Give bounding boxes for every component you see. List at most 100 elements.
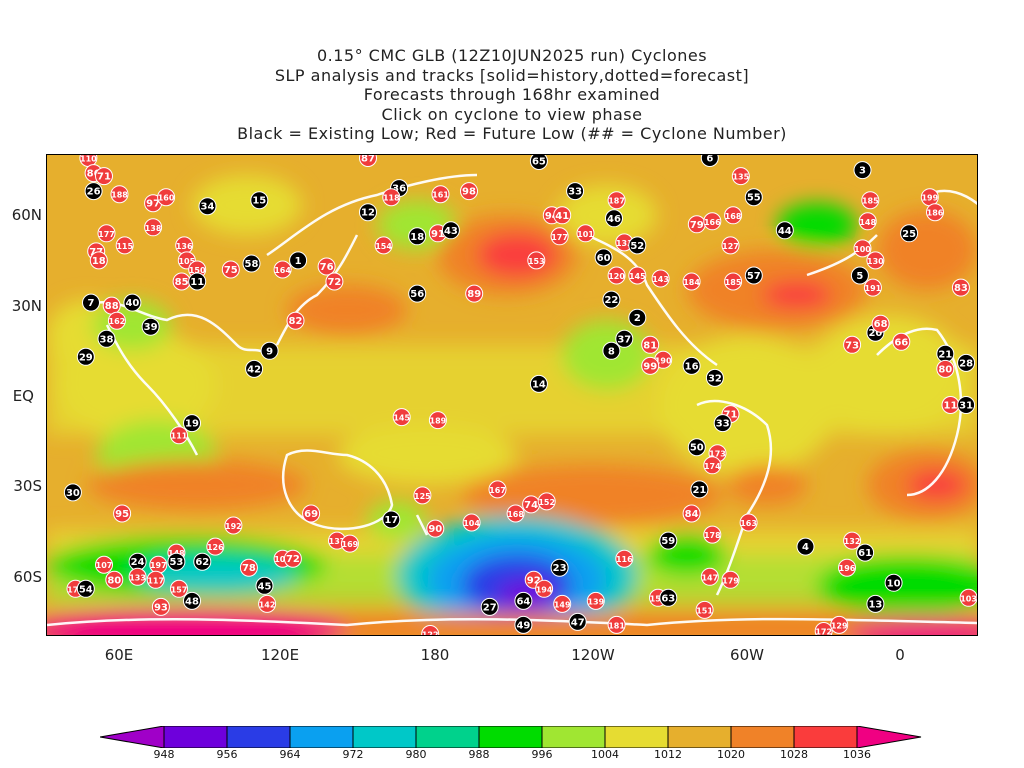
future-low-dot[interactable] — [858, 212, 877, 231]
future-low-dot[interactable] — [724, 206, 743, 225]
future-low-dot[interactable] — [607, 266, 626, 285]
future-low-dot[interactable] — [224, 516, 243, 535]
existing-low-dot[interactable] — [255, 576, 274, 595]
existing-low-dot[interactable] — [242, 254, 261, 273]
cyclone-marker[interactable]: 61 — [856, 543, 875, 562]
cyclone-marker[interactable]: 50 — [687, 438, 706, 457]
cyclone-marker[interactable]: 177 — [550, 227, 569, 246]
cyclone-marker[interactable]: 41 — [553, 206, 572, 225]
future-low-dot[interactable] — [115, 236, 134, 255]
future-low-dot[interactable] — [273, 260, 292, 279]
cyclone-marker[interactable]: 73 — [843, 335, 862, 354]
cyclone-marker[interactable]: 2 — [628, 308, 647, 327]
existing-low-dot[interactable] — [687, 438, 706, 457]
cyclone-marker[interactable]: 90 — [426, 519, 445, 538]
future-low-dot[interactable] — [682, 504, 701, 523]
cyclone-marker[interactable]: 80 — [936, 359, 955, 378]
cyclone-marker[interactable]: 27 — [480, 597, 499, 616]
cyclone-marker[interactable]: 18 — [408, 227, 427, 246]
cyclone-marker[interactable]: 152 — [537, 492, 556, 511]
existing-low-dot[interactable] — [514, 591, 533, 610]
future-low-dot[interactable] — [724, 272, 743, 291]
future-low-dot[interactable] — [460, 182, 478, 201]
cyclone-marker[interactable]: 188 — [110, 185, 129, 204]
cyclone-marker[interactable]: 98 — [460, 182, 478, 201]
future-low-dot[interactable] — [537, 492, 556, 511]
cyclone-marker[interactable]: 82 — [286, 311, 305, 330]
cyclone-marker[interactable]: 60 — [594, 248, 613, 267]
cyclone-marker[interactable]: 3 — [853, 161, 872, 180]
existing-low-dot[interactable] — [957, 353, 976, 372]
future-low-dot[interactable] — [239, 558, 258, 577]
future-low-dot[interactable] — [553, 594, 572, 613]
existing-low-dot[interactable] — [796, 537, 815, 556]
future-low-dot[interactable] — [170, 579, 188, 598]
future-low-dot[interactable] — [739, 513, 758, 532]
cyclone-marker[interactable]: 39 — [141, 317, 160, 336]
future-low-dot[interactable] — [926, 203, 944, 222]
cyclone-marker[interactable]: 181 — [607, 615, 626, 634]
existing-low-dot[interactable] — [605, 209, 623, 228]
future-low-dot[interactable] — [258, 594, 277, 613]
future-low-dot[interactable] — [703, 456, 722, 475]
slp-map[interactable]: 110 86 71 26 188 97 160 34 15 87 36 118 12 161 98 65 33 6… — [46, 154, 978, 636]
cyclone-marker[interactable]: 10 — [884, 573, 903, 592]
cyclone-marker[interactable]: 116 — [615, 549, 634, 568]
cyclone-marker[interactable]: 59 — [659, 531, 678, 550]
existing-low-dot[interactable] — [594, 248, 613, 267]
existing-low-dot[interactable] — [856, 543, 875, 562]
cyclone-marker[interactable]: 186 — [926, 203, 944, 222]
future-low-dot[interactable] — [615, 549, 634, 568]
cyclone-marker[interactable]: 143 — [651, 269, 670, 288]
cyclone-marker[interactable]: 56 — [408, 284, 427, 303]
cyclone-marker[interactable]: 117 — [146, 570, 165, 589]
cyclone-marker[interactable]: 132 — [843, 531, 862, 550]
cyclone-marker[interactable]: 142 — [258, 594, 277, 613]
cyclone-marker[interactable]: 154 — [374, 236, 393, 255]
cyclone-marker[interactable]: 76 — [317, 257, 336, 276]
existing-low-dot[interactable] — [514, 615, 533, 634]
cyclone-marker[interactable]: 118 — [382, 188, 401, 207]
cyclone-marker[interactable]: 13 — [866, 594, 885, 613]
cyclone-marker[interactable]: 64 — [514, 591, 533, 610]
cyclone-marker[interactable]: 14 — [529, 374, 548, 393]
cyclone-marker[interactable]: 87 — [359, 155, 377, 167]
cyclone-marker[interactable]: 55 — [744, 188, 763, 207]
cyclone-marker[interactable]: 79 — [687, 215, 706, 234]
future-low-dot[interactable] — [95, 555, 113, 574]
existing-low-dot[interactable] — [615, 329, 634, 348]
cyclone-marker[interactable]: 21 — [936, 344, 955, 363]
future-low-dot[interactable] — [325, 272, 344, 291]
future-low-dot[interactable] — [317, 257, 336, 276]
cyclone-marker[interactable]: 69 — [302, 504, 321, 523]
cyclone-marker[interactable]: 184 — [682, 272, 701, 291]
future-low-dot[interactable] — [170, 426, 188, 445]
cyclone-marker[interactable]: 157 — [170, 579, 188, 598]
cyclone-marker[interactable]: 18 — [89, 251, 108, 270]
cyclone-marker[interactable]: 135 — [731, 167, 750, 186]
future-low-dot[interactable] — [527, 251, 546, 270]
cyclone-marker[interactable]: 166 — [703, 212, 722, 231]
cyclone-marker[interactable]: 72 — [283, 549, 302, 568]
existing-low-dot[interactable] — [850, 266, 869, 285]
cyclone-marker[interactable]: 169 — [340, 534, 359, 553]
cyclone-marker[interactable]: 28 — [957, 353, 976, 372]
existing-low-dot[interactable] — [744, 188, 763, 207]
cyclone-marker[interactable]: 151 — [695, 600, 714, 619]
cyclone-marker[interactable]: 48 — [183, 591, 201, 610]
existing-low-dot[interactable] — [628, 308, 647, 327]
cyclone-marker[interactable]: 191 — [863, 278, 882, 297]
cyclone-marker[interactable]: 192 — [224, 516, 243, 535]
future-low-dot[interactable] — [413, 486, 432, 505]
future-low-dot[interactable] — [871, 314, 890, 333]
future-low-dot[interactable] — [286, 311, 305, 330]
future-low-dot[interactable] — [128, 567, 147, 586]
cyclone-marker[interactable]: 24 — [128, 552, 147, 571]
cyclone-marker[interactable]: 185 — [861, 191, 880, 210]
cyclone-marker[interactable]: 40 — [123, 293, 142, 312]
future-low-dot[interactable] — [488, 480, 507, 499]
existing-low-dot[interactable] — [550, 558, 569, 577]
existing-low-dot[interactable] — [744, 266, 763, 285]
future-low-dot[interactable] — [892, 332, 911, 351]
future-low-dot[interactable] — [382, 188, 401, 207]
